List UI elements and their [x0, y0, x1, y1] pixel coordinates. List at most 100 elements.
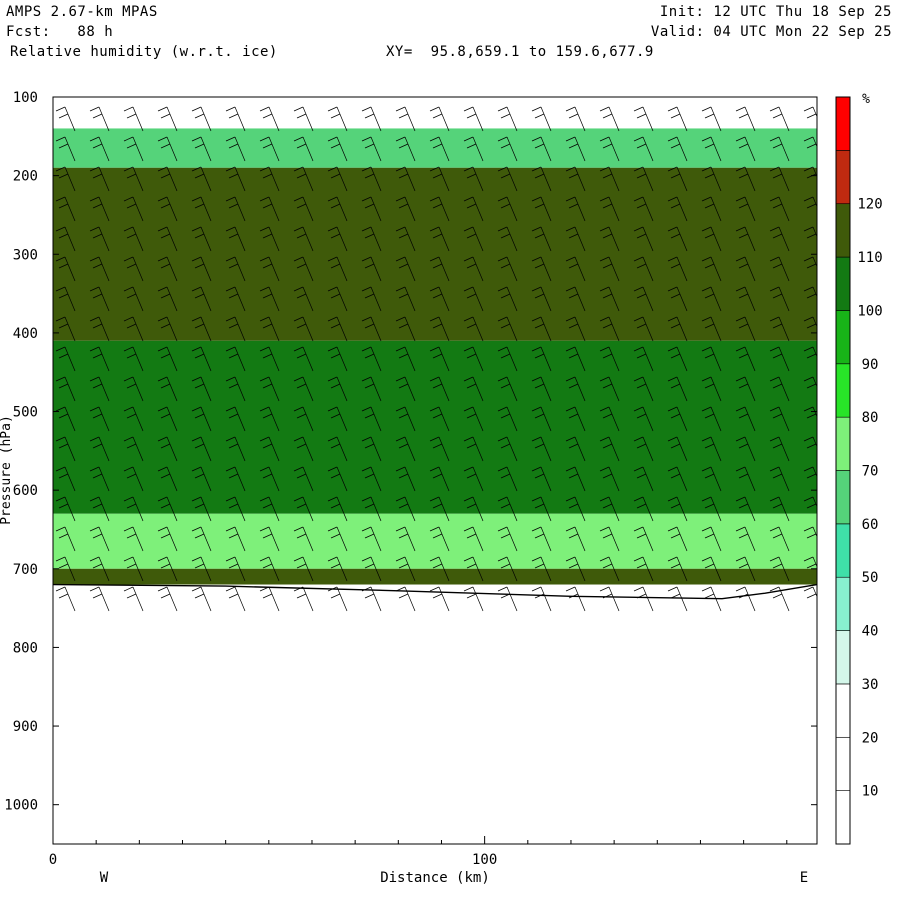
wind-barb	[531, 196, 552, 222]
wind-barb	[497, 406, 518, 432]
wind-barb	[599, 586, 620, 612]
wind-barb	[769, 256, 790, 282]
wind-barb	[259, 196, 280, 222]
wind-barb	[361, 196, 382, 222]
colorbar-swatch	[835, 256, 851, 311]
wind-barb	[463, 166, 484, 192]
wind-barb	[225, 286, 246, 312]
wind-barb	[599, 526, 620, 552]
colorbar-tick-label: 60	[862, 517, 879, 533]
wind-barb	[259, 466, 280, 492]
colorbar-swatch	[835, 736, 851, 791]
wind-barb	[599, 256, 620, 282]
wind-barb	[769, 496, 790, 522]
wind-barb	[599, 226, 620, 252]
wind-barb	[803, 556, 817, 569]
wind-barb	[565, 406, 586, 432]
rh-layer-5	[53, 568, 817, 585]
wind-barb	[565, 316, 586, 342]
wind-barb	[327, 556, 348, 582]
wind-barb	[225, 586, 246, 612]
wind-barb	[327, 286, 348, 312]
wind-barb	[395, 376, 416, 402]
wind-barb	[497, 466, 518, 492]
wind-barb	[633, 556, 654, 582]
colorbar-swatch	[835, 630, 851, 685]
wind-barb	[463, 466, 484, 492]
wind-barb	[769, 556, 790, 582]
wind-barb	[395, 406, 416, 432]
wind-barb	[735, 256, 756, 282]
wind-barb	[497, 286, 518, 312]
colorbar-swatch	[835, 96, 851, 151]
wind-barb	[89, 526, 110, 552]
wind-barb	[327, 436, 348, 462]
wind-barb	[191, 106, 212, 132]
wind-barb	[55, 556, 76, 582]
wind-barb	[327, 316, 348, 342]
wind-barb	[293, 286, 314, 312]
wind-barb	[531, 166, 552, 192]
wind-barb	[803, 256, 817, 269]
wind-barb	[735, 376, 756, 402]
y-tick-label: 600	[13, 483, 38, 499]
wind-barb	[701, 466, 722, 492]
wind-barb	[361, 316, 382, 342]
wind-barb	[599, 196, 620, 222]
wind-barb	[701, 286, 722, 312]
colorbar-frame	[835, 96, 851, 845]
wind-barb	[191, 286, 212, 312]
wind-barb	[803, 376, 817, 389]
wind-barb	[735, 556, 756, 582]
wind-barb	[429, 286, 450, 312]
wind-barb	[395, 256, 416, 282]
colorbar-tick-label: 110	[857, 250, 882, 266]
colorbar-swatch	[835, 470, 851, 525]
wind-barb	[55, 286, 76, 312]
wind-barb	[327, 376, 348, 402]
wind-barb	[497, 106, 518, 132]
wind-barb	[429, 436, 450, 462]
wind-barb	[667, 526, 688, 552]
wind-barb	[55, 196, 76, 222]
wind-barb	[701, 526, 722, 552]
wind-barb	[123, 556, 144, 582]
wind-barb	[327, 526, 348, 552]
wind-barb	[803, 586, 817, 599]
wind-barb	[157, 286, 178, 312]
wind-barb	[497, 346, 518, 372]
wind-barb	[667, 196, 688, 222]
cross-section-coords: XY= 95.8,659.1 to 159.6,677.9	[386, 44, 654, 60]
field-name: Relative humidity (w.r.t. ice)	[10, 44, 278, 60]
plot-frame	[52, 96, 818, 845]
wind-barb	[361, 226, 382, 252]
wind-barb	[429, 346, 450, 372]
wind-barb	[565, 256, 586, 282]
wind-barb	[293, 346, 314, 372]
wind-barb	[89, 346, 110, 372]
wind-barb	[123, 196, 144, 222]
wind-barb	[701, 226, 722, 252]
wind-barb	[191, 526, 212, 552]
wind-barb	[803, 346, 817, 359]
wind-barb	[395, 526, 416, 552]
wind-barb	[89, 256, 110, 282]
x-tick-label: 100	[472, 852, 497, 868]
wind-barb	[735, 496, 756, 522]
wind-barb	[565, 376, 586, 402]
wind-barb	[667, 346, 688, 372]
wind-barb	[769, 526, 790, 552]
wind-barb	[89, 286, 110, 312]
colorbar-swatch	[835, 203, 851, 258]
x-tick-label: 0	[49, 852, 57, 868]
y-tick-label: 900	[13, 719, 38, 735]
wind-barb	[565, 346, 586, 372]
wind-barb	[463, 196, 484, 222]
wind-barb	[701, 106, 722, 132]
wind-barb	[599, 496, 620, 522]
rh-layer-1	[53, 128, 817, 168]
wind-barb	[327, 226, 348, 252]
y-tick-label: 700	[13, 562, 38, 578]
wind-barb	[735, 346, 756, 372]
